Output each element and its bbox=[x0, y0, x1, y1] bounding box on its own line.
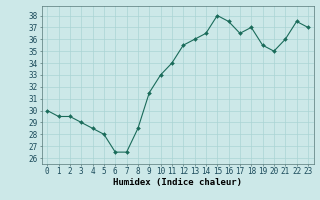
X-axis label: Humidex (Indice chaleur): Humidex (Indice chaleur) bbox=[113, 178, 242, 187]
